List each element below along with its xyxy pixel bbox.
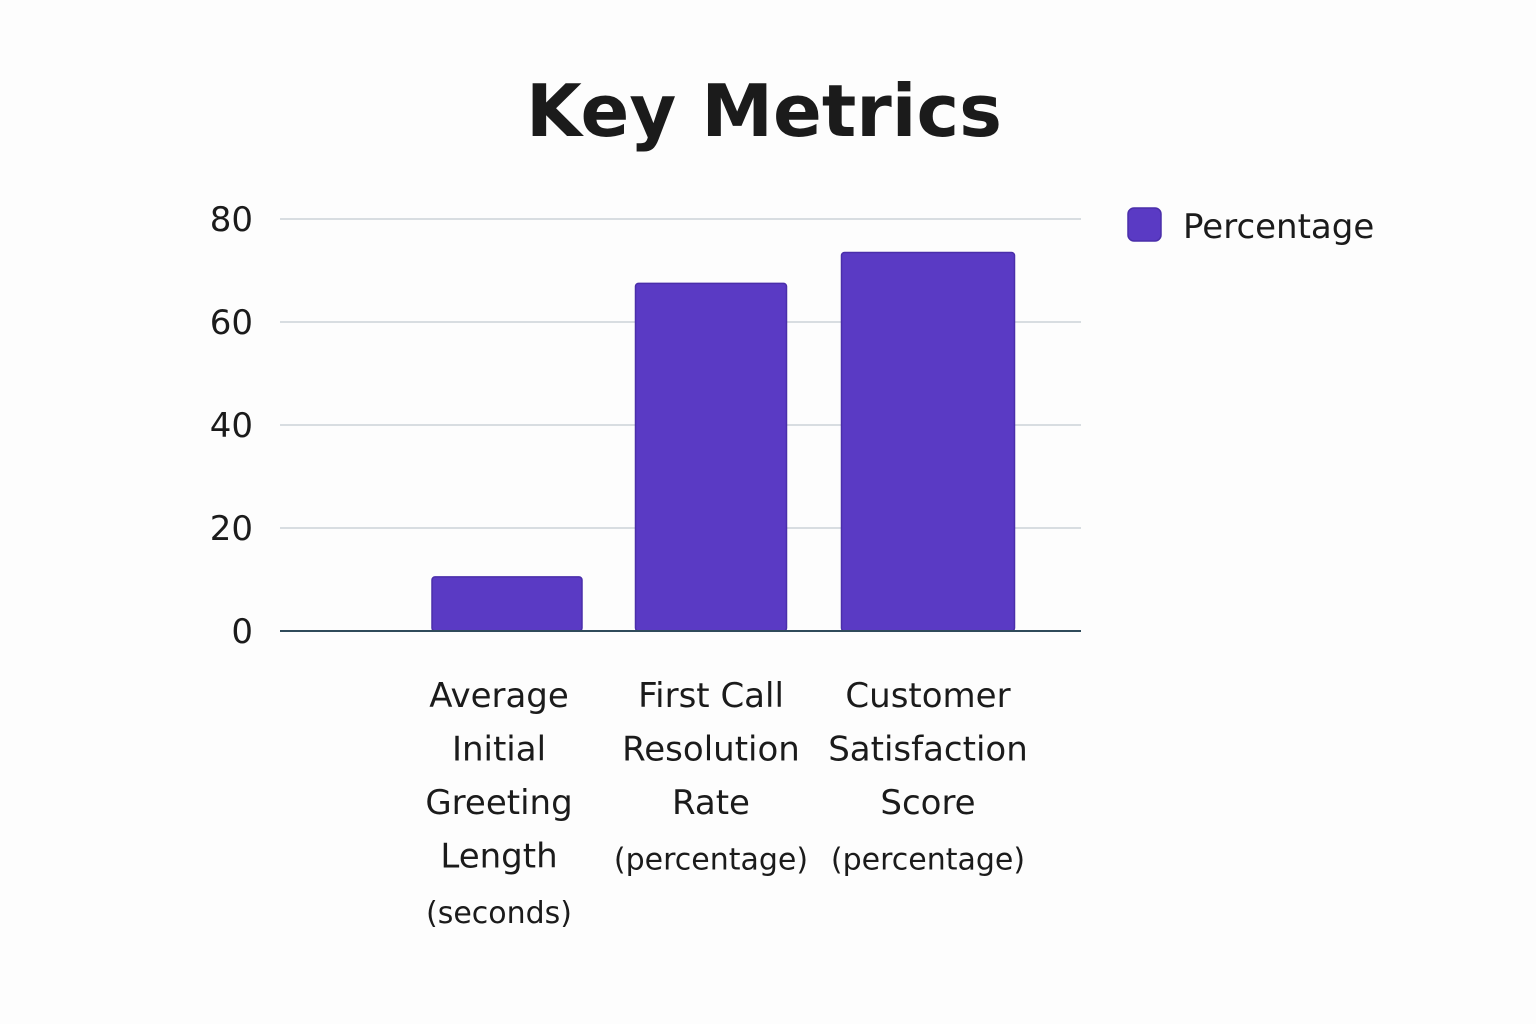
- bars: [431, 251, 1016, 632]
- x-tick-label-line: Resolution: [622, 730, 800, 770]
- x-tick-label: Customer Satisfaction Score (percentage): [828, 676, 1028, 878]
- x-tick-label-line: Satisfaction: [828, 730, 1028, 770]
- x-tick-label-line: Customer: [845, 676, 1010, 716]
- legend-swatch-percentage: [1127, 207, 1162, 242]
- chart-title: Key Metrics: [526, 69, 1002, 153]
- y-tick-label: 60: [210, 303, 253, 343]
- bar: [431, 576, 583, 632]
- x-tick-label-unit: (percentage): [614, 843, 808, 878]
- x-tick-label-line: Initial: [452, 730, 546, 770]
- x-tick-label-unit: (percentage): [831, 843, 1025, 878]
- x-tick-label-line: First Call: [638, 676, 784, 716]
- x-tick-label-line: Greeting: [425, 783, 572, 823]
- y-tick-label: 80: [210, 200, 253, 240]
- legend: Percentage: [1127, 207, 1374, 247]
- y-axis-tick-labels: 80 60 40 20 0: [210, 200, 253, 652]
- y-tick-label: 40: [210, 406, 253, 446]
- x-tick-label-unit: (seconds): [426, 896, 572, 931]
- x-tick-label-line: Rate: [672, 783, 750, 823]
- x-tick-label-line: Length: [440, 837, 557, 877]
- x-tick-label: First Call Resolution Rate (percentage): [614, 676, 808, 878]
- bar: [840, 251, 1016, 632]
- x-axis-tick-labels: Average Initial Greeting Length (seconds) Fir…: [425, 676, 1027, 931]
- x-tick-label-line: Average: [429, 676, 569, 716]
- x-tick-label: Average Initial Greeting Length (seconds): [425, 676, 572, 931]
- legend-label-percentage: Percentage: [1183, 207, 1374, 247]
- y-tick-label: 0: [231, 612, 253, 652]
- bar: [634, 282, 788, 632]
- x-tick-label-line: Score: [880, 783, 975, 823]
- y-tick-label: 20: [210, 509, 253, 549]
